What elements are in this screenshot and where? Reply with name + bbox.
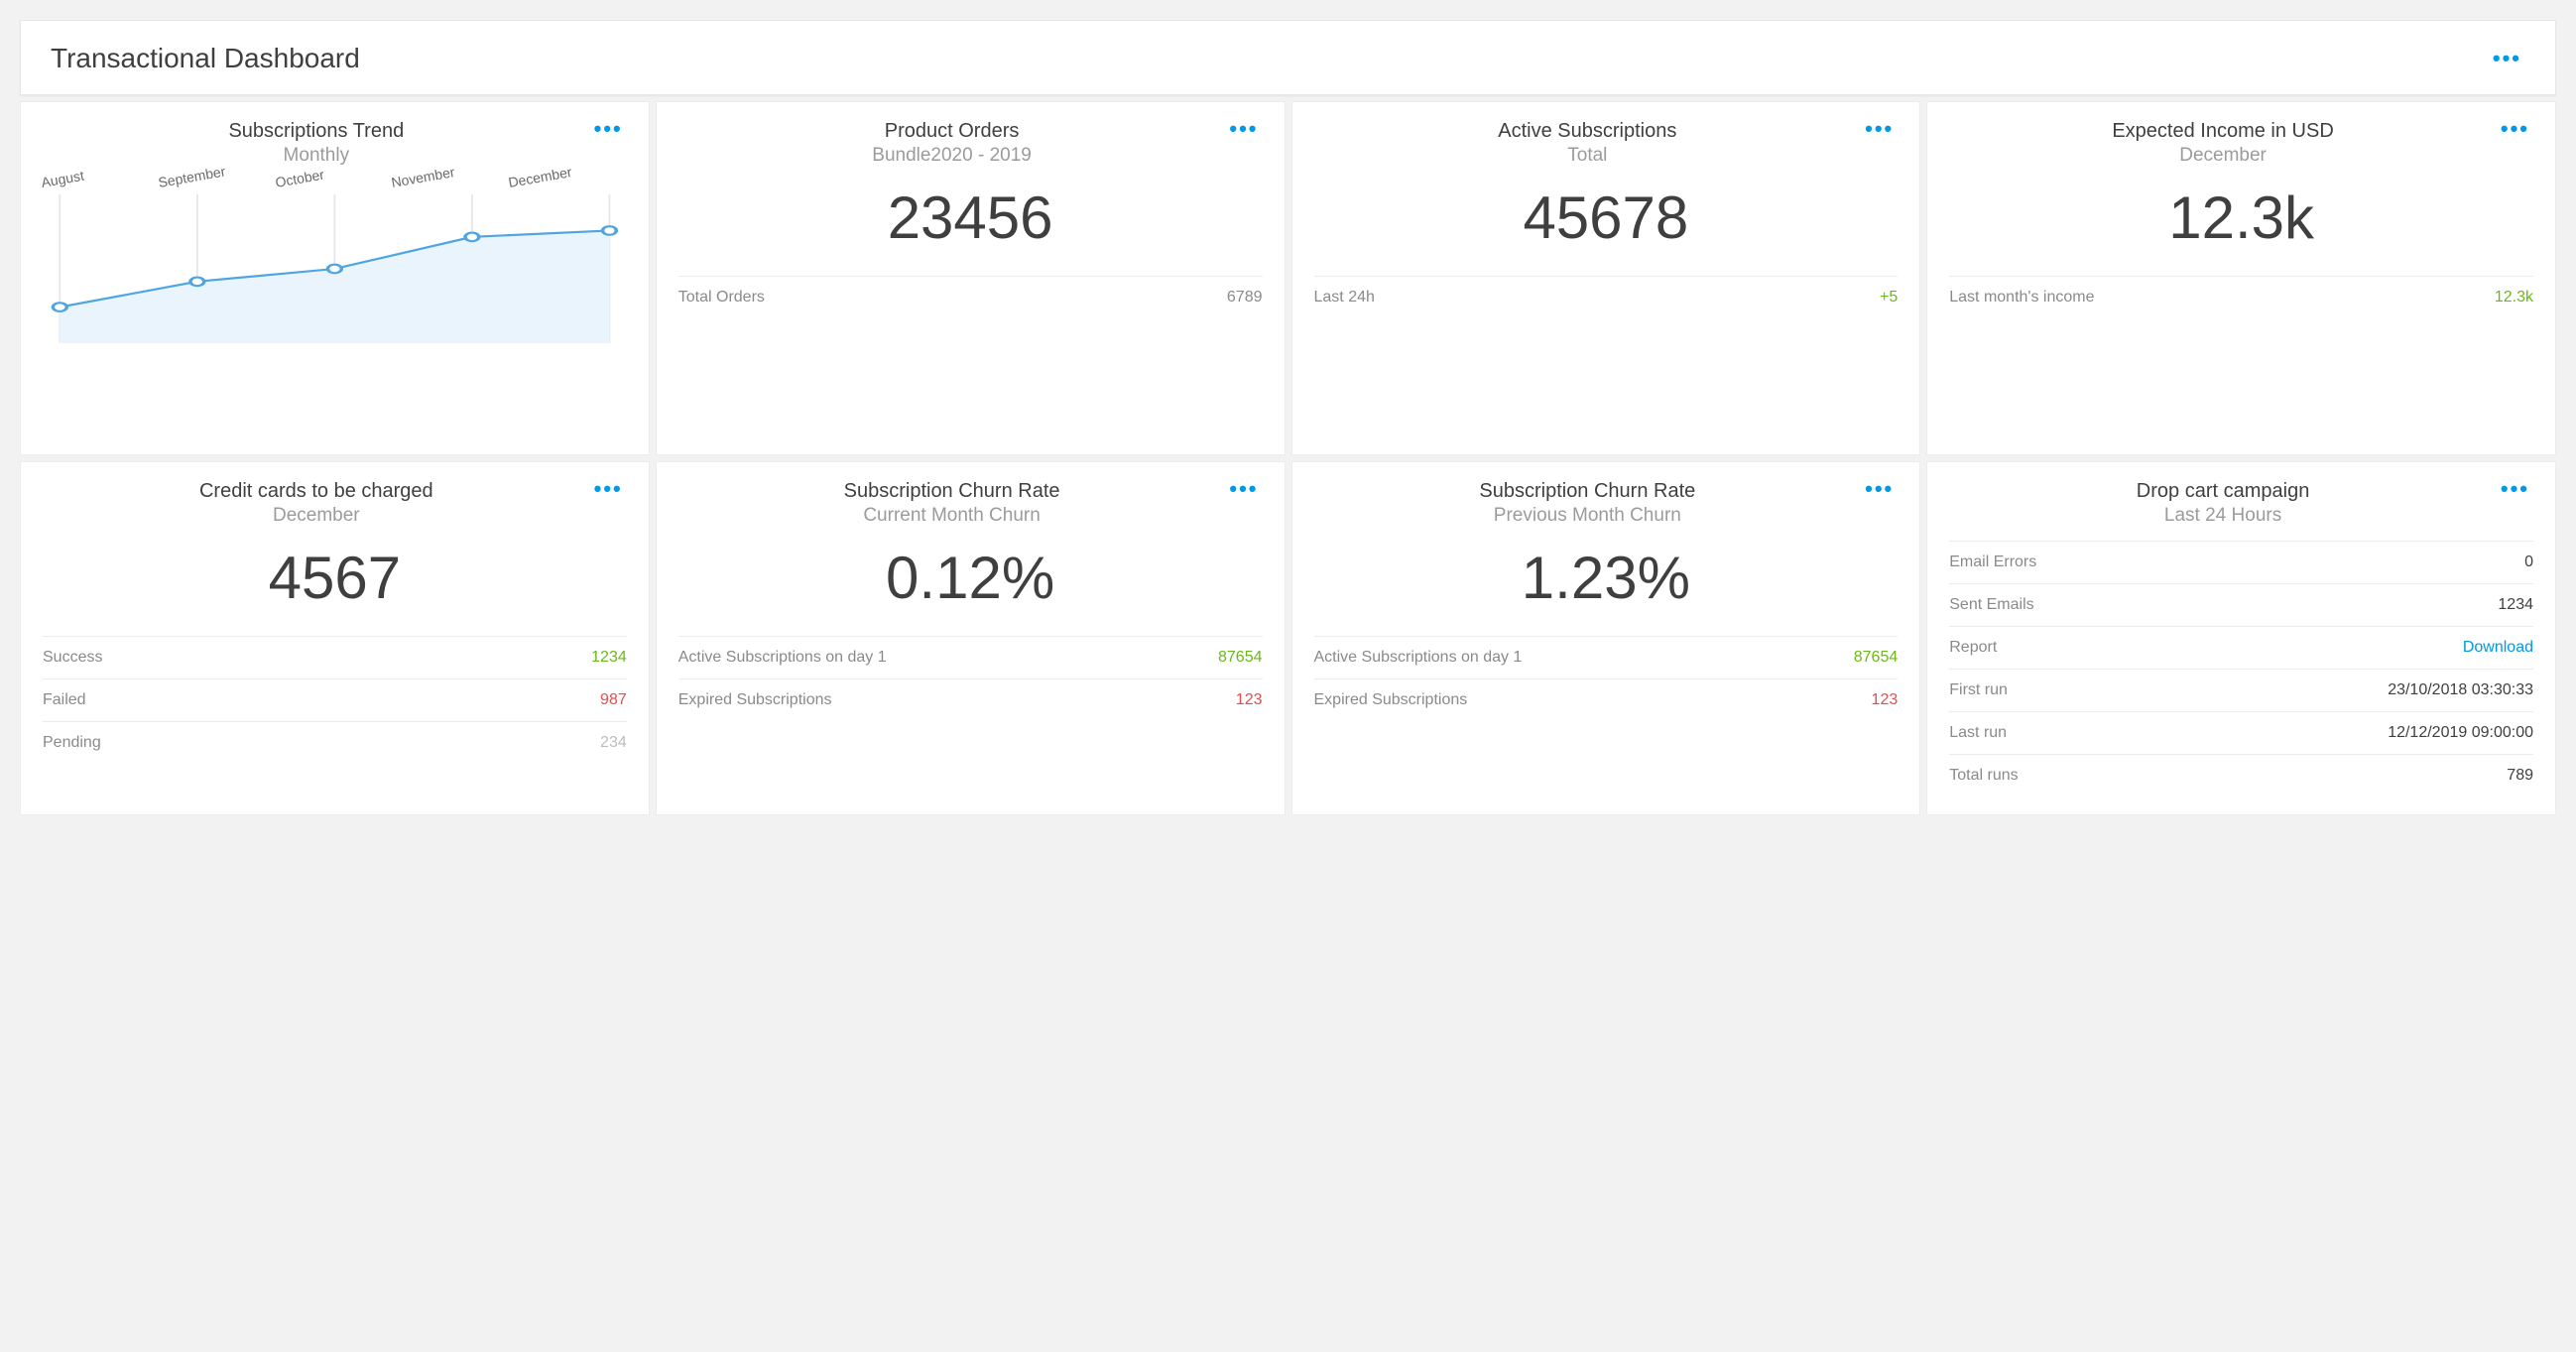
more-icon[interactable]: ••• [590, 120, 627, 138]
stat-label: Last run [1949, 724, 2007, 742]
card-title: Subscription Churn Rate [1314, 480, 1862, 503]
stat-row: Last 24h +5 [1314, 276, 1899, 318]
card-subscriptions-trend: Subscriptions Trend Monthly ••• AugustSe… [20, 101, 650, 455]
download-link[interactable]: Download [2463, 639, 2533, 657]
more-icon[interactable]: ••• [2497, 480, 2533, 498]
stat-row: Last month's income 12.3k [1949, 276, 2533, 318]
stat-label: Success [43, 649, 102, 667]
stat-label: Failed [43, 691, 86, 709]
stat-label: Active Subscriptions on day 1 [1314, 649, 1523, 667]
stat-row: Pending 234 [43, 721, 627, 764]
card-active-subscriptions: Active Subscriptions Total ••• 45678 Las… [1291, 101, 1921, 455]
metric-value: 0.12% [678, 549, 1263, 608]
stat-value: 234 [600, 734, 627, 752]
stat-row: Total Orders 6789 [678, 276, 1263, 318]
card-drop-cart: Drop cart campaign Last 24 Hours ••• Ema… [1926, 461, 2556, 815]
stat-label: Pending [43, 734, 101, 752]
stat-value: 12/12/2019 09:00:00 [2388, 724, 2533, 742]
stat-row: First run 23/10/2018 03:30:33 [1949, 669, 2533, 711]
metric-value: 12.3k [1949, 188, 2533, 248]
card-title: Active Subscriptions [1314, 120, 1862, 143]
stat-row: Expired Subscriptions 123 [678, 678, 1263, 721]
stat-value: +5 [1880, 289, 1898, 307]
stat-label: Total runs [1949, 767, 2018, 785]
stat-label: Last 24h [1314, 289, 1375, 307]
stat-value: 87654 [1218, 649, 1263, 667]
stat-value: 6789 [1227, 289, 1263, 307]
stat-value: 1234 [591, 649, 627, 667]
card-subtitle: Total [1314, 145, 1862, 167]
card-subtitle: Last 24 Hours [1949, 505, 2497, 527]
more-icon[interactable]: ••• [2497, 120, 2533, 138]
metric-value: 4567 [43, 549, 627, 608]
more-icon[interactable]: ••• [1225, 120, 1262, 138]
stat-value: 789 [2507, 767, 2533, 785]
stat-row: Active Subscriptions on day 1 87654 [678, 636, 1263, 678]
stat-row: Active Subscriptions on day 1 87654 [1314, 636, 1899, 678]
metric-value: 23456 [678, 188, 1263, 248]
metric-value: 45678 [1314, 188, 1899, 248]
more-icon[interactable]: ••• [1861, 120, 1898, 138]
card-subtitle: Current Month Churn [678, 505, 1226, 527]
stat-row: Success 1234 [43, 636, 627, 678]
stat-value: 1234 [2498, 596, 2533, 614]
card-title: Credit cards to be charged [43, 480, 590, 503]
stat-row: Total runs 789 [1949, 754, 2533, 797]
card-credit-cards: Credit cards to be charged December ••• … [20, 461, 650, 815]
more-icon[interactable]: ••• [590, 480, 627, 498]
more-icon[interactable]: ••• [1861, 480, 1898, 498]
stat-row: Failed 987 [43, 678, 627, 721]
stat-row: Last run 12/12/2019 09:00:00 [1949, 711, 2533, 754]
stat-label: Last month's income [1949, 289, 2094, 307]
card-subtitle: Previous Month Churn [1314, 505, 1862, 527]
stat-value: 12.3k [2495, 289, 2533, 307]
stat-value: 123 [1872, 691, 1899, 709]
stat-label: Sent Emails [1949, 596, 2033, 614]
stat-label: Email Errors [1949, 553, 2036, 571]
page-title: Transactional Dashboard [51, 43, 360, 74]
card-title: Drop cart campaign [1949, 480, 2497, 503]
card-expected-income: Expected Income in USD December ••• 12.3… [1926, 101, 2556, 455]
stat-label: Total Orders [678, 289, 765, 307]
card-title: Product Orders [678, 120, 1226, 143]
more-icon[interactable]: ••• [2489, 50, 2525, 67]
card-title: Expected Income in USD [1949, 120, 2497, 143]
metric-value: 1.23% [1314, 549, 1899, 608]
card-grid: Subscriptions Trend Monthly ••• AugustSe… [20, 101, 2556, 815]
more-icon[interactable]: ••• [1225, 480, 1262, 498]
stat-row: Expired Subscriptions 123 [1314, 678, 1899, 721]
stat-value: 123 [1236, 691, 1263, 709]
stat-value: 987 [600, 691, 627, 709]
stat-row: Sent Emails 1234 [1949, 583, 2533, 626]
card-subtitle: December [1949, 145, 2497, 167]
stat-value: 0 [2524, 553, 2533, 571]
card-subtitle: Bundle2020 - 2019 [678, 145, 1226, 167]
card-churn-previous: Subscription Churn Rate Previous Month C… [1291, 461, 1921, 815]
stat-label: Report [1949, 639, 1997, 657]
stat-label: Expired Subscriptions [1314, 691, 1468, 709]
stat-label: First run [1949, 681, 2008, 699]
stat-value: 23/10/2018 03:30:33 [2388, 681, 2533, 699]
card-subtitle: December [43, 505, 590, 527]
stat-row: Report Download [1949, 626, 2533, 669]
stat-label: Expired Subscriptions [678, 691, 832, 709]
card-product-orders: Product Orders Bundle2020 - 2019 ••• 234… [656, 101, 1286, 455]
stat-label: Active Subscriptions on day 1 [678, 649, 887, 667]
dashboard: Transactional Dashboard ••• Subscription… [20, 20, 2556, 815]
dashboard-header: Transactional Dashboard ••• [20, 20, 2556, 95]
card-title: Subscription Churn Rate [678, 480, 1226, 503]
card-title: Subscriptions Trend [43, 120, 590, 143]
stat-row: Email Errors 0 [1949, 541, 2533, 583]
trend-chart: AugustSeptemberOctoberNovemberDecember [43, 175, 627, 343]
card-churn-current: Subscription Churn Rate Current Month Ch… [656, 461, 1286, 815]
stat-value: 87654 [1854, 649, 1899, 667]
